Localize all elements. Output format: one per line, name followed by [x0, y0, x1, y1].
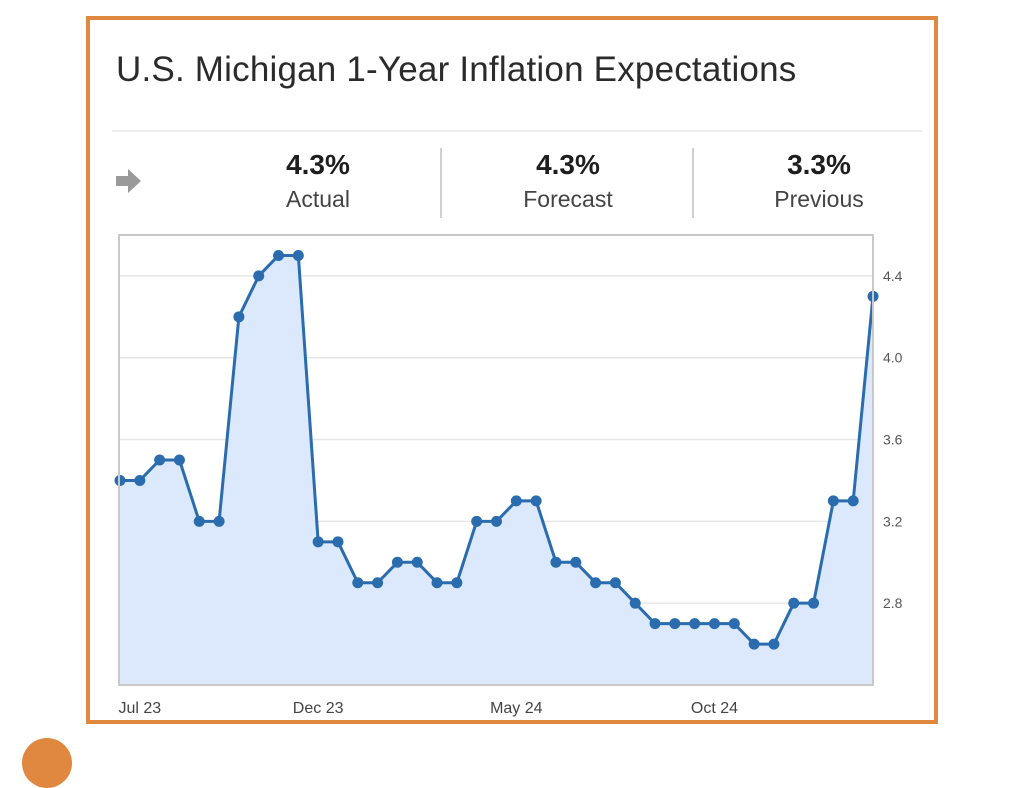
data-point: [629, 597, 641, 609]
data-point: [609, 577, 621, 589]
data-point: [768, 638, 780, 650]
data-point: [352, 577, 364, 589]
data-point: [471, 515, 483, 527]
data-point: [332, 536, 344, 548]
arrow-right-icon: [116, 169, 141, 193]
data-point: [827, 495, 839, 507]
stat-forecast-label: Forecast: [523, 186, 613, 212]
decorative-orange-circle: [22, 738, 72, 788]
data-point: [550, 556, 562, 568]
stat-previous: 3.3% Previous: [714, 148, 924, 214]
data-point: [451, 577, 463, 589]
data-point: [689, 618, 701, 630]
data-point: [708, 618, 720, 630]
y-tick-label: 3.6: [883, 432, 903, 448]
data-point: [213, 515, 225, 527]
data-point: [808, 597, 820, 609]
chart-card: U.S. Michigan 1-Year Inflation Expectati…: [86, 16, 938, 724]
data-point: [312, 536, 324, 548]
data-point: [431, 577, 443, 589]
stats-row: 4.3% Actual 4.3% Forecast 3.3% Previous: [90, 144, 934, 224]
x-tick-label: Oct 24: [691, 700, 738, 717]
data-point: [669, 618, 681, 630]
data-point: [253, 270, 265, 282]
data-point: [273, 249, 285, 261]
data-point: [173, 454, 185, 466]
stat-actual-label: Actual: [286, 186, 350, 212]
y-tick-label: 4.0: [883, 350, 903, 366]
data-point: [154, 454, 166, 466]
x-tick-label: May 24: [490, 700, 543, 717]
data-point: [491, 515, 502, 527]
stat-previous-label: Previous: [774, 186, 864, 212]
title-divider: [112, 130, 922, 132]
data-point: [847, 495, 859, 507]
plot-border: [118, 234, 874, 686]
line-chart: 2.8 3.2 3.6 4.0 4.4 Jul 23 Dec 23 May 24 Oct 24: [114, 234, 903, 717]
stat-divider: [692, 148, 694, 218]
stat-forecast: 4.3% Forecast: [463, 148, 673, 214]
data-point: [372, 577, 384, 589]
data-point: [728, 618, 740, 630]
y-tick-label: 2.8: [883, 595, 903, 611]
stat-forecast-value: 4.3%: [536, 149, 600, 180]
data-point: [530, 495, 542, 507]
stat-actual: 4.3% Actual: [213, 148, 423, 214]
x-tick-label: Dec 23: [293, 700, 344, 717]
stat-divider: [440, 148, 442, 218]
data-point: [411, 556, 423, 568]
data-point: [510, 495, 522, 507]
data-point: [391, 556, 403, 568]
x-tick-label: Jul 23: [118, 700, 161, 717]
page-title: U.S. Michigan 1-Year Inflation Expectati…: [116, 50, 797, 89]
data-point: [748, 638, 760, 650]
data-point: [233, 311, 245, 323]
stat-previous-value: 3.3%: [787, 149, 851, 180]
data-point: [570, 556, 582, 568]
data-point: [193, 515, 205, 527]
data-point: [788, 597, 800, 609]
y-tick-label: 3.2: [883, 513, 903, 529]
data-point: [292, 249, 304, 261]
y-tick-label: 4.4: [883, 268, 903, 284]
stat-actual-value: 4.3%: [286, 149, 350, 180]
data-point: [649, 618, 661, 630]
data-point: [134, 474, 146, 486]
series-area: [120, 255, 873, 686]
data-point: [590, 577, 602, 589]
